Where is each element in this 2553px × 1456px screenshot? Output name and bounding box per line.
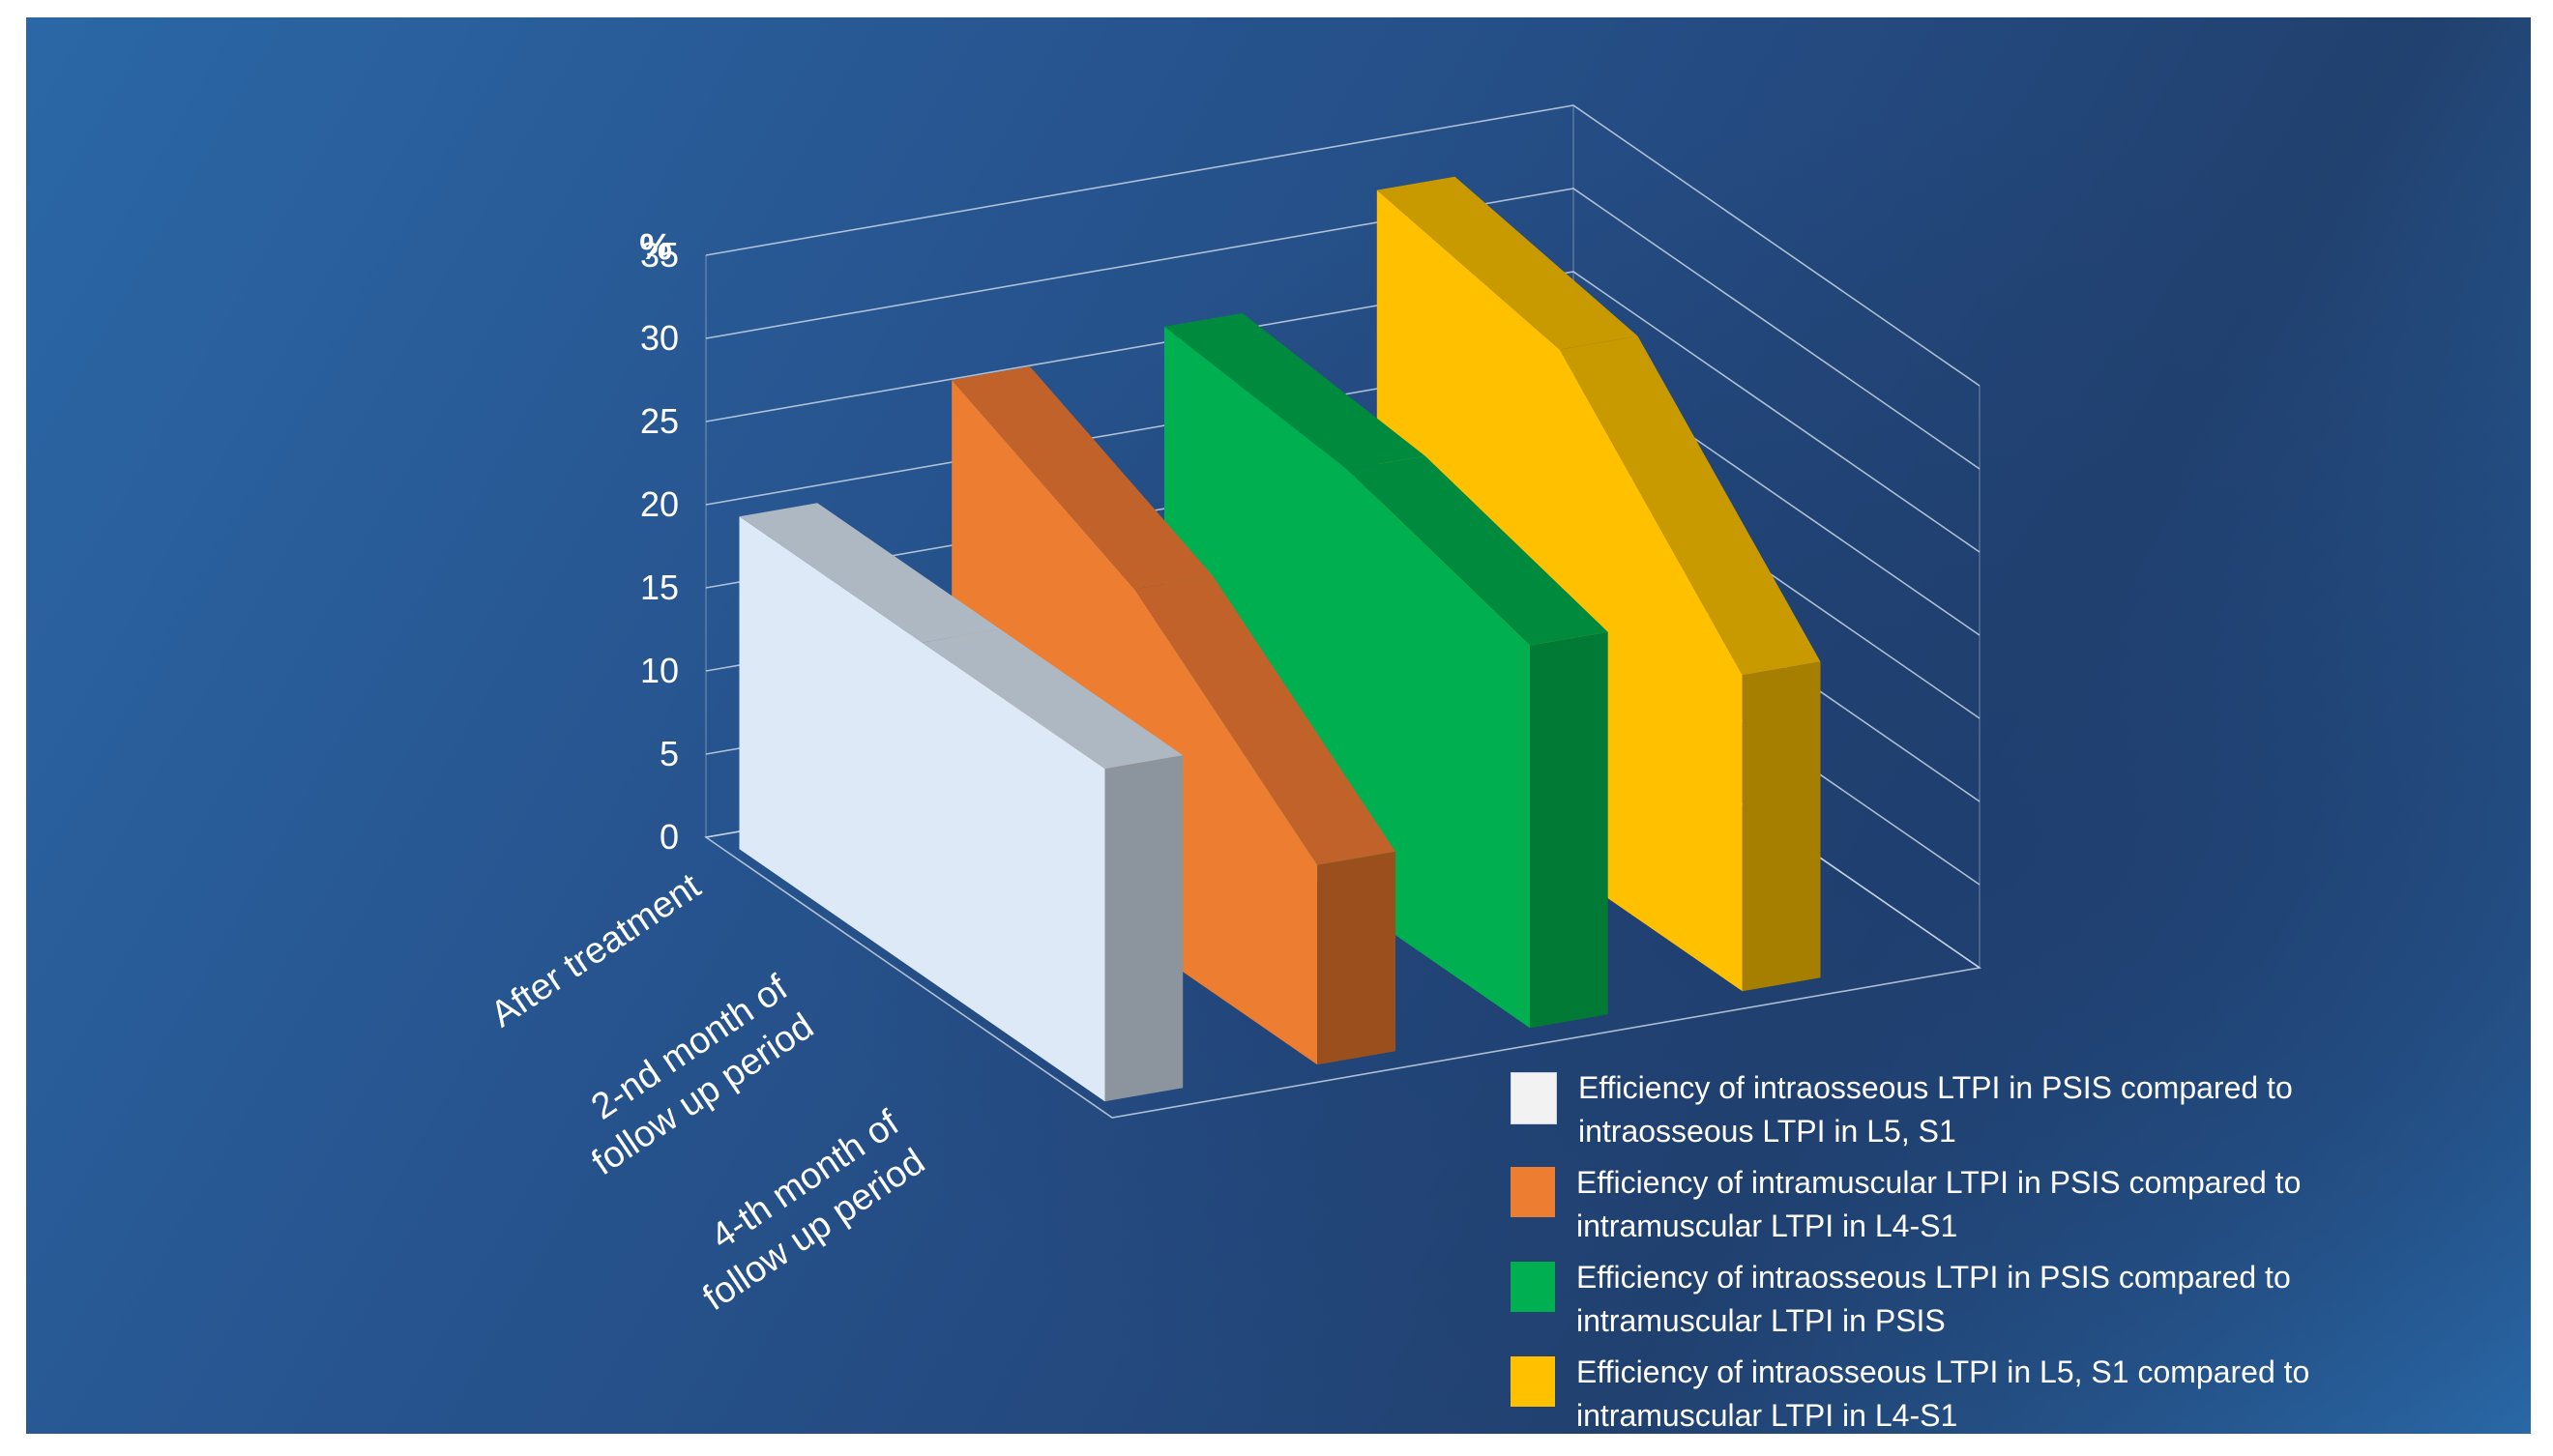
bar-end-face [1530, 631, 1608, 1029]
legend-swatch-orange [1511, 1167, 1555, 1217]
legend-item: Efficiency of intraosseous LTPI in L5, S… [1511, 1351, 2516, 1434]
y-tick-label: 20 [640, 484, 679, 524]
bar-top-face [739, 503, 1001, 643]
gridline [705, 271, 1981, 553]
category-label: After treatment [484, 865, 708, 1035]
legend-item: Efficiency of intraosseous LTPI in PSIS … [1511, 1066, 2516, 1153]
bar-front-face [739, 516, 1105, 1102]
bar-end-face [1104, 755, 1184, 1102]
bar-top-face [1347, 455, 1608, 646]
gridline [705, 188, 1981, 470]
bar-end-face [1742, 661, 1821, 992]
legend-item: Efficiency of intraosseous LTPI in PSIS … [1511, 1256, 2516, 1343]
bar-end-face [1317, 851, 1395, 1065]
y-tick-labels: 0 5 10 15 20 25 30 35 [640, 235, 679, 857]
legend: Efficiency of intraosseous LTPI in PSIS … [1511, 1066, 2516, 1434]
chart-frame: 0 5 10 15 20 25 30 35 % After treatment 2-nd mon… [26, 17, 2531, 1434]
bar-top-face [1164, 312, 1425, 470]
bar-top-face [1134, 575, 1395, 865]
legend-label: Efficiency of intraosseous LTPI in L5, S… [1576, 1354, 2310, 1433]
y-tick-label: 10 [640, 651, 679, 690]
y-tick-label: 35 [640, 235, 679, 275]
y-tick-label: 25 [640, 401, 679, 441]
legend-label: Efficiency of intraosseous LTPI in PSIS … [1576, 1260, 2291, 1338]
y-axis-unit: % [639, 227, 672, 268]
legend-swatch-white [1511, 1072, 1557, 1124]
category-label: 2-nd month offollow up period [559, 967, 821, 1183]
y-tick-label: 15 [640, 568, 679, 607]
bar-layer [739, 176, 1821, 1102]
legend-swatch-yellow [1511, 1356, 1555, 1407]
bar-top-face [1559, 335, 1821, 676]
bar-top-face [922, 628, 1184, 770]
legend-label: Efficiency of intramuscular LTPI in PSIS… [1576, 1165, 2302, 1243]
y-tick-label: 0 [660, 817, 679, 857]
legend-swatch-green [1511, 1262, 1555, 1312]
legend-label: Efficiency of intraosseous LTPI in PSIS … [1578, 1070, 2293, 1149]
y-tick-label: 5 [660, 734, 679, 773]
series-white [739, 503, 1184, 1102]
bar-front-face [1164, 326, 1530, 1029]
series-green [1164, 312, 1608, 1029]
y-tick-label: 30 [640, 318, 679, 358]
gridline [705, 104, 1981, 387]
legend-item: Efficiency of intramuscular LTPI in PSIS… [1511, 1161, 2516, 1248]
bar-top-face [952, 366, 1213, 590]
category-label: 4-th month offollow up period [670, 1102, 932, 1319]
bar-top-face [1376, 176, 1638, 350]
